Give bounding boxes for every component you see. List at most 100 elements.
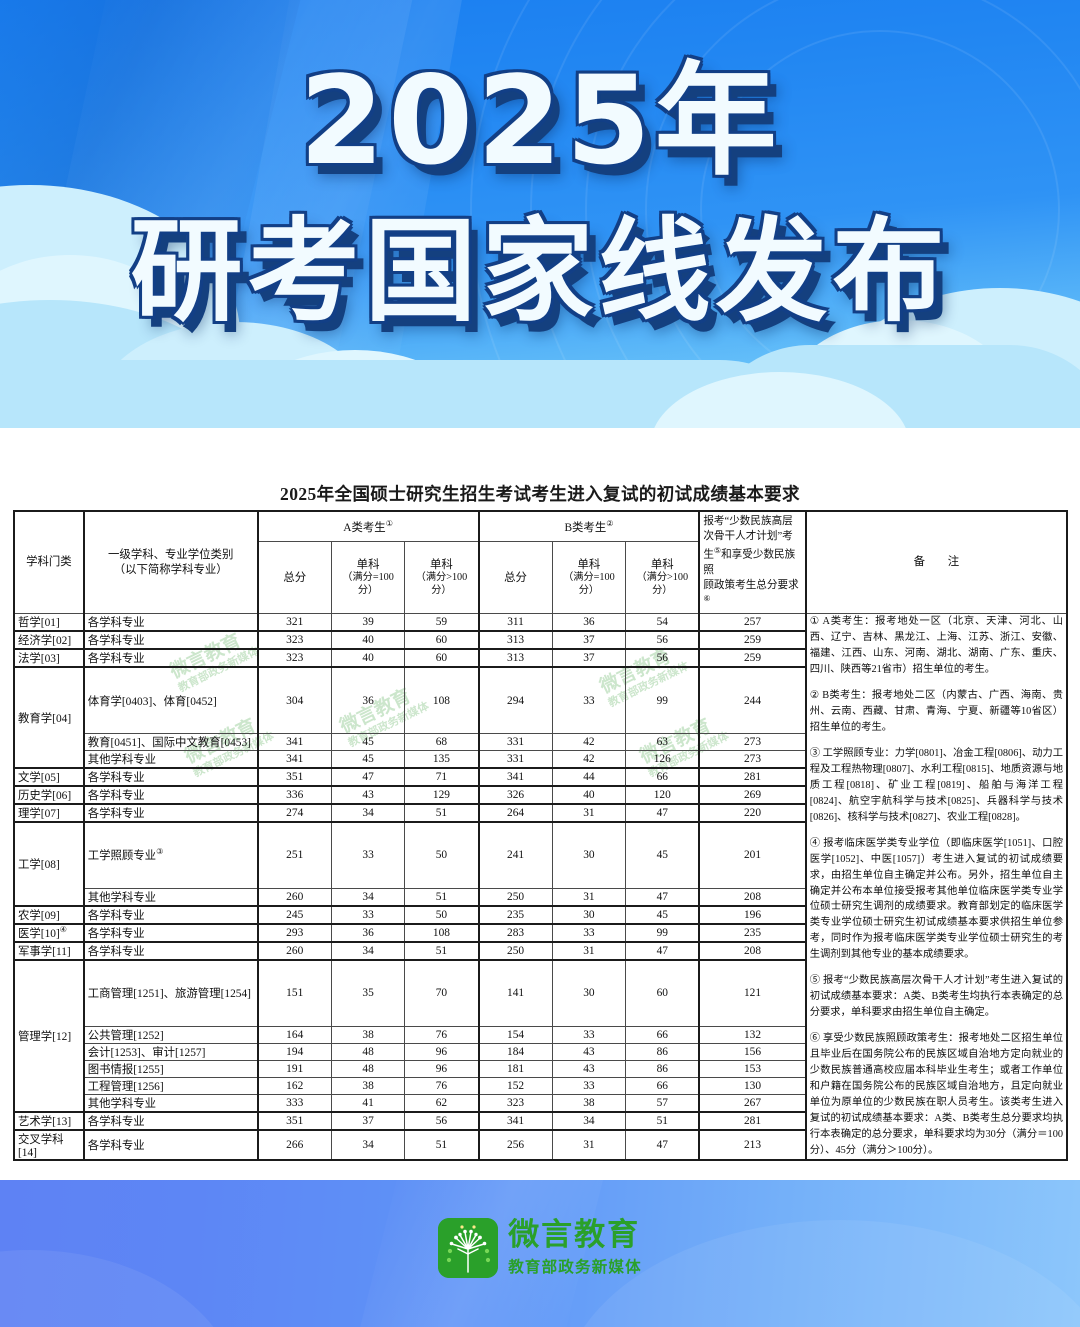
minority-total-cell: 196 <box>698 905 807 925</box>
a-single-gt-cell: 71 <box>404 767 480 788</box>
b-single-gt-cell: 57 <box>625 1093 701 1113</box>
a-single-eq-cell: 36 <box>330 923 406 943</box>
b-single-eq-cell: 30 <box>551 821 627 889</box>
col-header-a-single-eq: 单科 （满分=100分） <box>330 541 406 615</box>
footnote-marker: ④ <box>59 925 67 935</box>
a-single-eq-cell: 39 <box>330 613 406 633</box>
b-single-gt-cell: 66 <box>625 1025 701 1044</box>
brand-name: 微言教育 <box>508 1216 641 1253</box>
table-row: 军事学[11] 各学科专业 260 34 51 250 31 47 208 <box>13 941 1067 961</box>
col-header-b-single-eq: 单科 （满分=100分） <box>551 541 627 615</box>
major-cell: 工程管理[1256] <box>83 1076 259 1095</box>
col-header-b-total: 总分 <box>478 541 553 615</box>
discipline-cell: 教育学[04] <box>13 666 85 770</box>
a-single-eq-cell: 48 <box>330 1059 406 1078</box>
a-single-eq-cell: 48 <box>330 1042 406 1061</box>
a-single-gt-cell: 51 <box>404 1129 480 1161</box>
a-single-eq-cell: 35 <box>330 959 406 1027</box>
minority-total-cell: 259 <box>698 630 807 651</box>
col-header-major-line2: （以下简称学科专业） <box>113 563 228 576</box>
col-header-remarks: 备 注 <box>805 510 1069 615</box>
a-single-eq-cell: 33 <box>330 821 406 889</box>
discipline-cell: 哲学[01] <box>13 613 85 633</box>
table-row: 图书情报[1255] 191 48 96 181 43 86 153 <box>14 1059 1067 1078</box>
major-cell: 教育[0451]、国际中文教育[0453] <box>83 733 259 752</box>
a-total-cell: 260 <box>257 941 332 961</box>
b-total-cell: 184 <box>478 1042 553 1061</box>
b-single-eq-cell: 31 <box>551 803 627 824</box>
col-header-major-line1: 一级学科、专业学位类别 <box>108 549 234 562</box>
col-header-group-b: B类考生② <box>478 510 701 543</box>
table-row: 管理学[12] 工商管理[1251]、旅游管理[1254] 151 35 70 141 30… <box>13 959 1067 1113</box>
brand-text: 微言教育 教育部政务新媒体 <box>508 1219 642 1278</box>
major-cell: 各学科专业 <box>83 613 259 633</box>
discipline-cell: 艺术学[13] <box>13 1111 85 1131</box>
minority-total-cell: 156 <box>698 1042 807 1061</box>
a-single-gt-cell: 56 <box>404 1111 480 1131</box>
a-single-eq-cell: 34 <box>330 941 406 961</box>
minority-total-cell: 267 <box>698 1093 807 1113</box>
table-row: 文学[05] 各学科专业 351 47 71 341 44 66 281 <box>13 767 1067 788</box>
a-single-eq-cell: 41 <box>330 1093 406 1113</box>
a-total-cell: 351 <box>257 767 332 788</box>
b-single-eq-cell: 38 <box>551 1093 627 1113</box>
major-cell: 各学科专业 <box>83 767 259 788</box>
a-single-eq-cell: 43 <box>330 785 406 806</box>
a-single-eq-cell: 37 <box>330 1111 406 1131</box>
a-single-gt-cell: 51 <box>404 887 480 907</box>
minority-total-cell: 235 <box>698 923 807 943</box>
minority-total-cell: 273 <box>698 733 807 752</box>
b-single-eq-cell: 33 <box>551 1076 627 1095</box>
minority-total-cell: 281 <box>698 767 807 788</box>
b-total-cell: 283 <box>478 923 553 943</box>
a-total-cell: 341 <box>257 750 332 770</box>
minority-total-cell: 121 <box>698 959 807 1027</box>
a-single-eq-cell: 47 <box>330 767 406 788</box>
col-header-group-a: A类考生① <box>257 510 480 543</box>
b-single-eq-cell: 43 <box>551 1059 627 1078</box>
b-single-gt-cell: 126 <box>625 750 701 770</box>
b-total-cell: 331 <box>478 750 553 770</box>
a-single-gt-cell: 96 <box>404 1042 480 1061</box>
a-total-cell: 293 <box>257 923 332 943</box>
remark-note: ② B类考生：报考地处二区（内蒙古、广西、海南、贵州、云南、西藏、甘肃、青海、宁… <box>809 690 1063 733</box>
a-total-cell: 323 <box>257 648 332 669</box>
a-single-eq-cell: 45 <box>330 733 406 752</box>
minority-line-1: 报考“少数民族高层 <box>703 516 793 527</box>
b-total-cell: 341 <box>478 767 553 788</box>
table-header-row-2: 总分 单科 （满分=100分） 单科 （满分>100分） 总分 单科 （满分=1… <box>14 541 1067 615</box>
a-single-eq-cell: 38 <box>330 1076 406 1095</box>
b-total-cell: 154 <box>478 1025 553 1044</box>
a-single-eq-cell: 34 <box>330 1129 406 1161</box>
table-row: 工程管理[1256] 162 38 76 152 33 66 130 <box>14 1076 1067 1095</box>
brand-tagline: 教育部政务新媒体 <box>508 1258 642 1277</box>
table-body: 哲学[01] 各学科专业 321 39 59 311 36 54 257 ① A类考生：报考地处一… <box>13 613 1069 1161</box>
table-row: 其他学科专业 341 45 135 331 42 126 273 <box>14 750 1067 770</box>
a-total-cell: 351 <box>257 1111 332 1131</box>
discipline-cell: 文学[05] <box>13 767 85 788</box>
b-single-gt-cell: 66 <box>625 767 701 788</box>
decorative-ring <box>530 0 1080 428</box>
b-single-eq-cell: 40 <box>551 785 627 806</box>
table-row: 农学[09] 各学科专业 245 33 50 235 30 45 196 <box>13 905 1067 925</box>
b-single-gt-cell: 120 <box>625 785 701 806</box>
decorative-ring <box>645 0 1080 428</box>
a-single-gt-cell: 59 <box>404 613 480 633</box>
decorative-ring <box>585 0 1080 428</box>
a-total-cell: 251 <box>257 821 332 889</box>
b-single-eq-cell: 42 <box>551 733 627 752</box>
a-single-gt-cell: 51 <box>404 941 480 961</box>
a-single-gt-cell: 96 <box>404 1059 480 1078</box>
major-cell: 各学科专业 <box>83 941 259 961</box>
discipline-cell: 工学[08] <box>13 821 85 907</box>
b-total-cell: 250 <box>478 941 553 961</box>
a-total-cell: 164 <box>257 1025 332 1044</box>
a-total-cell: 260 <box>257 887 332 907</box>
b-single-eq-cell: 44 <box>551 767 627 788</box>
b-single-eq-cell: 30 <box>551 959 627 1027</box>
remark-note: ⑥ 享受少数民族照顾政策考生：报考地处二区招生单位且毕业后在国务院公布的民族区域… <box>809 1033 1063 1156</box>
table-row: 理学[07] 各学科专业 274 34 51 264 31 47 220 <box>13 803 1067 824</box>
b-total-cell: 152 <box>478 1076 553 1095</box>
a-single-gt-cell: 108 <box>404 923 480 943</box>
b-single-gt-cell: 99 <box>625 923 701 943</box>
